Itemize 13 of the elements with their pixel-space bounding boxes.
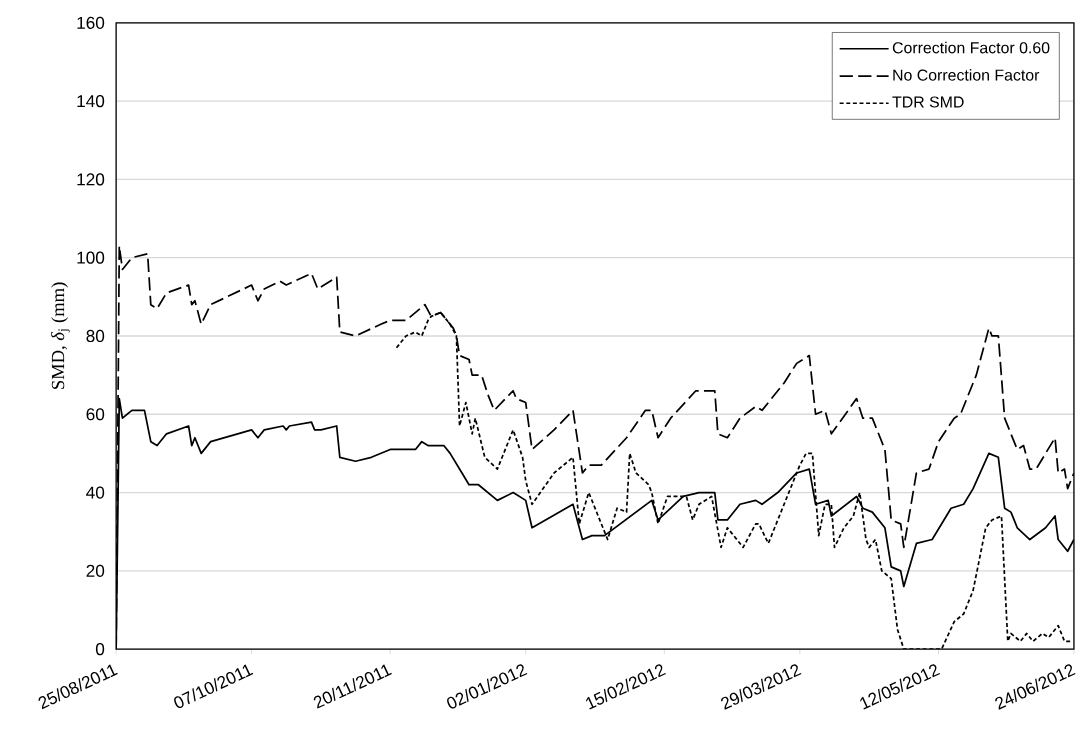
y-tick-label: 0: [95, 643, 105, 656]
legend-label: No Correction Factor: [893, 69, 1040, 81]
y-tick-label: 160: [77, 16, 105, 30]
y-tick-label: 120: [77, 173, 105, 186]
y-tick-label: 40: [86, 486, 105, 499]
legend-label: Correction Factor 0.60: [892, 42, 1050, 54]
y-tick-label: 100: [77, 251, 105, 265]
y-tick-label: 20: [86, 564, 105, 578]
y-tick-label: 60: [86, 408, 105, 421]
y-tick-label: 140: [77, 95, 105, 108]
y-tick-label: 80: [86, 330, 105, 343]
y-axis-title: SMD, δ$_{j}$ (mm): [51, 282, 70, 390]
legend-label: TDR SMD: [892, 96, 964, 108]
